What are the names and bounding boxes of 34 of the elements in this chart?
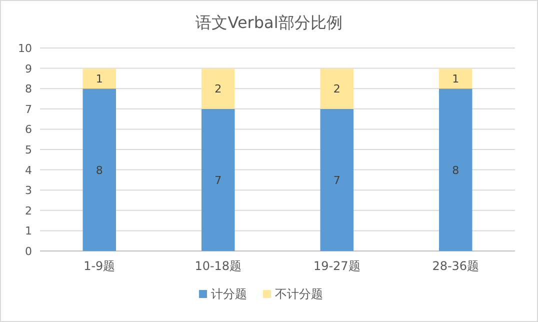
x-tick-label: 10-18题 bbox=[194, 259, 242, 273]
y-tick-label: 6 bbox=[25, 123, 32, 136]
bar bbox=[82, 88, 116, 251]
y-tick-label: 7 bbox=[25, 102, 32, 116]
bar bbox=[82, 68, 116, 89]
y-tick-label: 9 bbox=[25, 62, 32, 76]
y-tick-label: 5 bbox=[25, 144, 32, 156]
data-label: 1 bbox=[452, 72, 460, 86]
chart-title: 语文Verbal部分比例 bbox=[196, 13, 342, 32]
y-tick-label: 1 bbox=[25, 224, 32, 238]
y-tick-label: 3 bbox=[25, 184, 32, 198]
y-tick-label: 8 bbox=[25, 82, 32, 96]
bar bbox=[202, 108, 235, 251]
data-label: 1 bbox=[96, 72, 103, 86]
data-label: 2 bbox=[333, 82, 340, 96]
data-label: 7 bbox=[214, 174, 222, 187]
data-label: 8 bbox=[96, 164, 103, 177]
legend-label: 计分题 bbox=[211, 287, 247, 301]
y-tick-label: 2 bbox=[25, 204, 32, 218]
data-label: 8 bbox=[452, 164, 460, 177]
bar bbox=[320, 68, 354, 109]
bar bbox=[439, 88, 472, 251]
y-tick-label: 0 bbox=[25, 245, 32, 258]
x-tick-label: 19-27题 bbox=[313, 259, 360, 273]
x-tick-label: 1-9题 bbox=[84, 259, 116, 273]
legend-label: 不计分题 bbox=[275, 287, 323, 301]
bar bbox=[439, 68, 472, 89]
data-label: 7 bbox=[333, 174, 340, 187]
data-label: 2 bbox=[214, 82, 222, 96]
y-tick-label: 4 bbox=[25, 164, 32, 177]
x-tick-label: 28-36题 bbox=[432, 259, 480, 273]
y-tick-label: 10 bbox=[18, 42, 32, 55]
bar bbox=[320, 108, 354, 251]
bar bbox=[202, 68, 235, 109]
